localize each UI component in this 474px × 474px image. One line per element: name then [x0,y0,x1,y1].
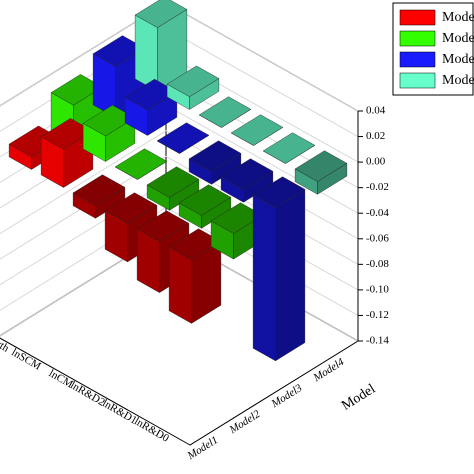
category-label: owth [0,333,11,355]
bar-face [82,104,136,137]
z-tick-label: 0.02 [366,130,385,142]
bar-face [230,114,284,146]
bar [168,228,222,324]
z-tick-label: 0.00 [366,156,386,168]
model-label: Model1 [185,434,221,463]
legend-swatch [399,9,436,26]
bar [230,114,284,146]
model-label: Model3 [269,382,305,411]
bar [72,174,126,219]
legend-swatch [399,51,436,68]
bar-face [134,0,188,28]
bar-face [166,65,220,97]
bar-face [72,174,126,206]
z-tick-label: -0.08 [366,258,389,270]
z-tick-label: -0.04 [366,207,389,219]
bar [178,184,232,229]
z-tick-label: -0.12 [366,309,389,321]
category-label: lnR&D1 [100,397,139,426]
bar-face [168,228,222,260]
bar [252,176,306,362]
bar [188,140,242,185]
legend-label: Mode [442,10,474,25]
bar [156,122,210,154]
bar-face [188,140,242,172]
legend-label: Mode [442,52,474,67]
z-tick-label: 0.04 [366,105,386,117]
z-tick-label: -0.02 [366,181,389,193]
z-tick-label: -0.10 [366,283,389,295]
bar-face [178,184,232,216]
bar-face [114,148,168,180]
bar-face [275,188,306,362]
axis-title: Model [339,382,378,414]
z-tick-label: -0.06 [366,232,389,244]
bar-face [262,132,316,164]
category-label: lnCM [47,367,75,390]
bar-face [146,166,200,198]
bar-face [294,150,348,182]
bar [166,65,220,110]
legend-label: Mode [442,73,474,88]
bar-face [136,210,190,242]
bar-face [124,78,178,111]
bar-face [220,158,274,190]
bar-face [252,176,306,208]
bar-face [252,194,276,362]
bar [82,104,136,162]
category-label: lnSCM [9,346,43,372]
legend-swatch [399,30,436,47]
legend-label: Mode [442,31,474,46]
bar [146,166,200,211]
model-label: Model2 [227,408,263,437]
category-label: lnR&D0 [132,415,171,445]
bar [134,0,188,92]
bar [198,96,252,128]
bar-face [168,246,192,324]
bar [114,148,168,180]
bar [262,132,316,164]
model-label: Model4 [311,356,347,385]
bar-face [156,122,210,154]
category-label: lnR&D2 [68,379,107,408]
z-tick-label: -0.14 [366,335,389,347]
bar-face [198,96,252,128]
bar [220,158,274,203]
bar [124,78,178,136]
bar [294,150,348,195]
bar-face [104,192,158,224]
legend-swatch [399,72,436,89]
